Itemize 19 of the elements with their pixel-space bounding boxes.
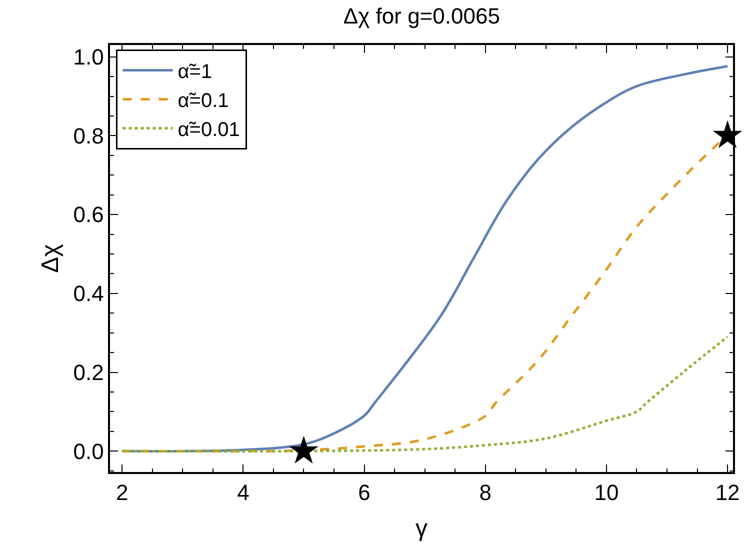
y-tick-label: 0.8 <box>73 123 104 148</box>
x-tick-label: 6 <box>358 480 370 506</box>
x-tick-label: 4 <box>237 480 250 506</box>
line-series <box>120 336 729 453</box>
y-tick-label: 0.4 <box>73 281 104 306</box>
y-tick-label: 0.6 <box>73 202 104 228</box>
x-axis-title: γ <box>416 514 428 542</box>
legend-label: α̃=0.1 <box>178 90 229 112</box>
x-tick-label: 10 <box>594 480 619 506</box>
x-tick-label: 12 <box>715 480 740 506</box>
legend-label: α̃=1 <box>178 61 212 84</box>
x-tick-label: 2 <box>116 480 128 506</box>
y-axis-title: Δχ <box>36 244 64 273</box>
x-tick-label: 8 <box>479 480 492 506</box>
y-tick-label: 0.0 <box>73 438 104 464</box>
y-tick-label: 0.2 <box>73 360 104 385</box>
chart-title: Δχ for g=0.0065 <box>343 4 500 29</box>
legend-label: α̃=0.01 <box>178 119 240 142</box>
y-tick-label: 1.0 <box>73 44 104 70</box>
